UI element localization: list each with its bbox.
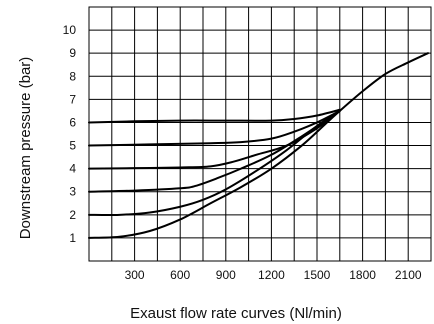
x-tick-label: 1800 <box>349 268 376 282</box>
y-tick-label: 6 <box>69 115 76 129</box>
y-tick-label: 8 <box>69 69 76 83</box>
y-tick-label: 5 <box>69 139 76 153</box>
x-tick-label: 1500 <box>304 268 331 282</box>
x-tick-label: 2100 <box>395 268 422 282</box>
x-tick-label: 1200 <box>258 268 285 282</box>
x-tick-label: 300 <box>125 268 145 282</box>
series-line-3 <box>88 109 341 193</box>
series-line-2 <box>88 109 341 216</box>
x-axis-title: Exaust flow rate curves (Nl/min) <box>130 305 342 322</box>
x-tick-labels: 300 600 900 1200 1500 1800 2100 <box>125 268 422 282</box>
x-tick-label: 600 <box>170 268 190 282</box>
y-tick-label: 7 <box>69 92 76 106</box>
x-tick-label: 900 <box>216 268 236 282</box>
series-line-6 <box>88 108 341 124</box>
series-line-4 <box>88 109 341 170</box>
series-line-1 <box>88 52 429 239</box>
grid <box>88 6 432 262</box>
y-tick-label: 2 <box>69 208 76 222</box>
y-tick-label: 10 <box>63 23 77 37</box>
curves <box>88 52 429 239</box>
y-tick-label: 9 <box>69 46 76 60</box>
y-tick-label: 4 <box>69 162 76 176</box>
y-axis-title: Downstream pressure (bar) <box>17 57 34 240</box>
y-tick-label: 1 <box>69 231 76 245</box>
y-tick-labels: 1 2 3 4 5 6 7 8 9 10 <box>63 23 77 245</box>
y-tick-label: 3 <box>69 185 76 199</box>
plot-frame <box>88 6 432 262</box>
series-line-5 <box>88 109 341 147</box>
